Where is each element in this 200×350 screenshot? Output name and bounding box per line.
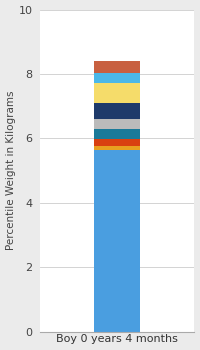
Y-axis label: Percentile Weight in Kilograms: Percentile Weight in Kilograms [6,91,16,250]
Bar [94,119,140,129]
Bar [94,61,140,73]
Bar [94,73,140,83]
Bar [94,150,140,332]
Bar [94,83,140,103]
Bar [94,139,140,146]
Bar [94,129,140,139]
Bar [94,146,140,150]
Bar [94,103,140,119]
